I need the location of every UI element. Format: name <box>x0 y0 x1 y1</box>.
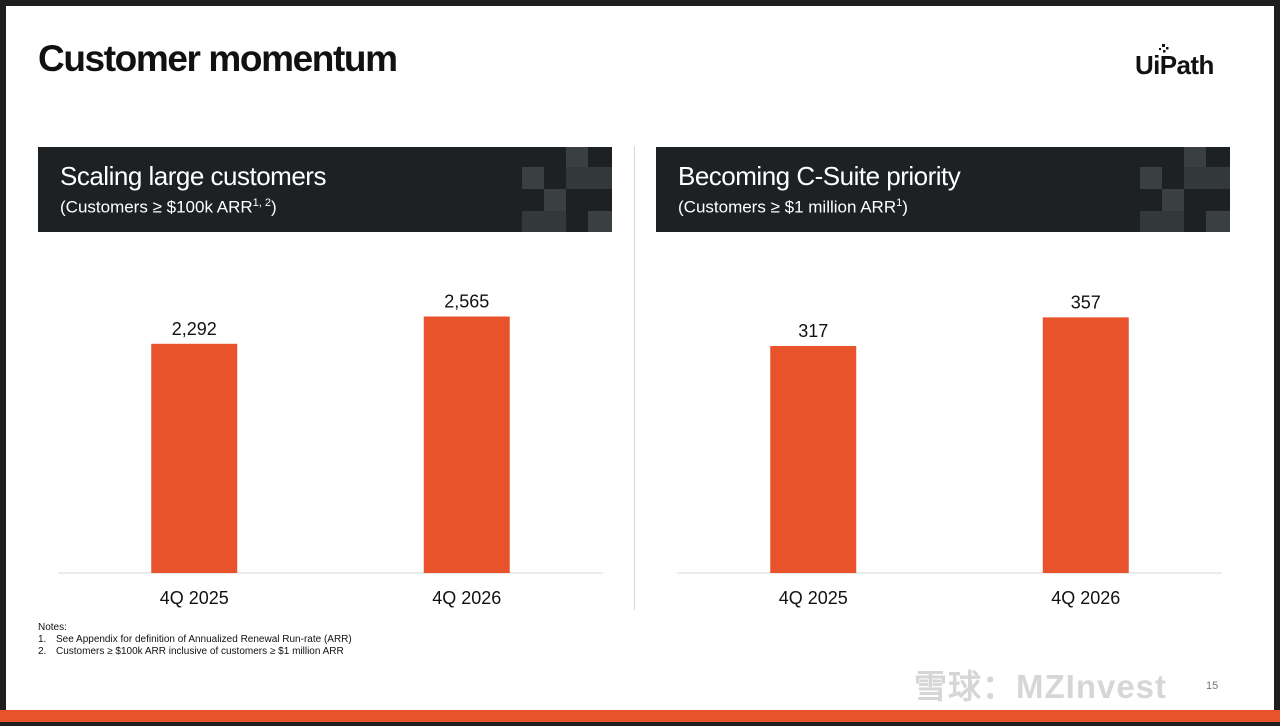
bar <box>151 343 238 573</box>
notes-heading: Notes: <box>38 622 67 633</box>
bar-chart-large-customers: 2,292 4Q 2025 2,565 4Q 2026 <box>58 292 603 608</box>
bar-chart-c-suite: 317 4Q 2025 357 4Q 2026 <box>677 292 1222 608</box>
pixel-decoration-icon <box>1140 147 1230 232</box>
note-item: 2. Customers ≥ $100k ARR inclusive of cus… <box>38 646 344 657</box>
panel-header-c-suite: Becoming C-Suite priority (Customers ≥ $… <box>656 147 1230 232</box>
panel-subtitle: (Customers ≥ $100k ARR1, 2) <box>60 197 277 217</box>
watermark: 雪球：MZInvest <box>914 668 1168 705</box>
category-label: 4Q 2025 <box>779 588 848 608</box>
page-title: Customer momentum <box>38 38 398 79</box>
pixel-decoration-icon <box>522 147 612 232</box>
logo-sparkle-icon <box>1159 44 1169 53</box>
panel-subtitle: (Customers ≥ $1 million ARR1) <box>678 197 908 217</box>
page-number: 15 <box>1206 680 1219 692</box>
panel-title: Scaling large customers <box>60 161 326 191</box>
bar <box>423 316 510 573</box>
bar <box>1042 317 1129 573</box>
data-label: 317 <box>798 321 828 341</box>
panel-divider <box>634 146 635 610</box>
footnotes: Notes: 1. See Appendix for definition of … <box>38 622 352 658</box>
panel-header-large-customers: Scaling large customers (Customers ≥ $10… <box>38 147 612 232</box>
accent-strip <box>0 710 1280 722</box>
category-label: 4Q 2025 <box>160 588 229 608</box>
category-label: 4Q 2026 <box>432 588 501 608</box>
note-item: 1. See Appendix for definition of Annuali… <box>38 634 352 645</box>
panel-title: Becoming C-Suite priority <box>678 161 961 191</box>
data-label: 2,565 <box>444 292 489 312</box>
data-label: 357 <box>1071 292 1101 312</box>
bar <box>770 346 857 573</box>
uipath-logo: UiPath <box>1135 44 1235 84</box>
logo-wordmark: UiPath <box>1135 50 1214 80</box>
data-label: 2,292 <box>172 319 217 339</box>
category-label: 4Q 2026 <box>1051 588 1120 608</box>
